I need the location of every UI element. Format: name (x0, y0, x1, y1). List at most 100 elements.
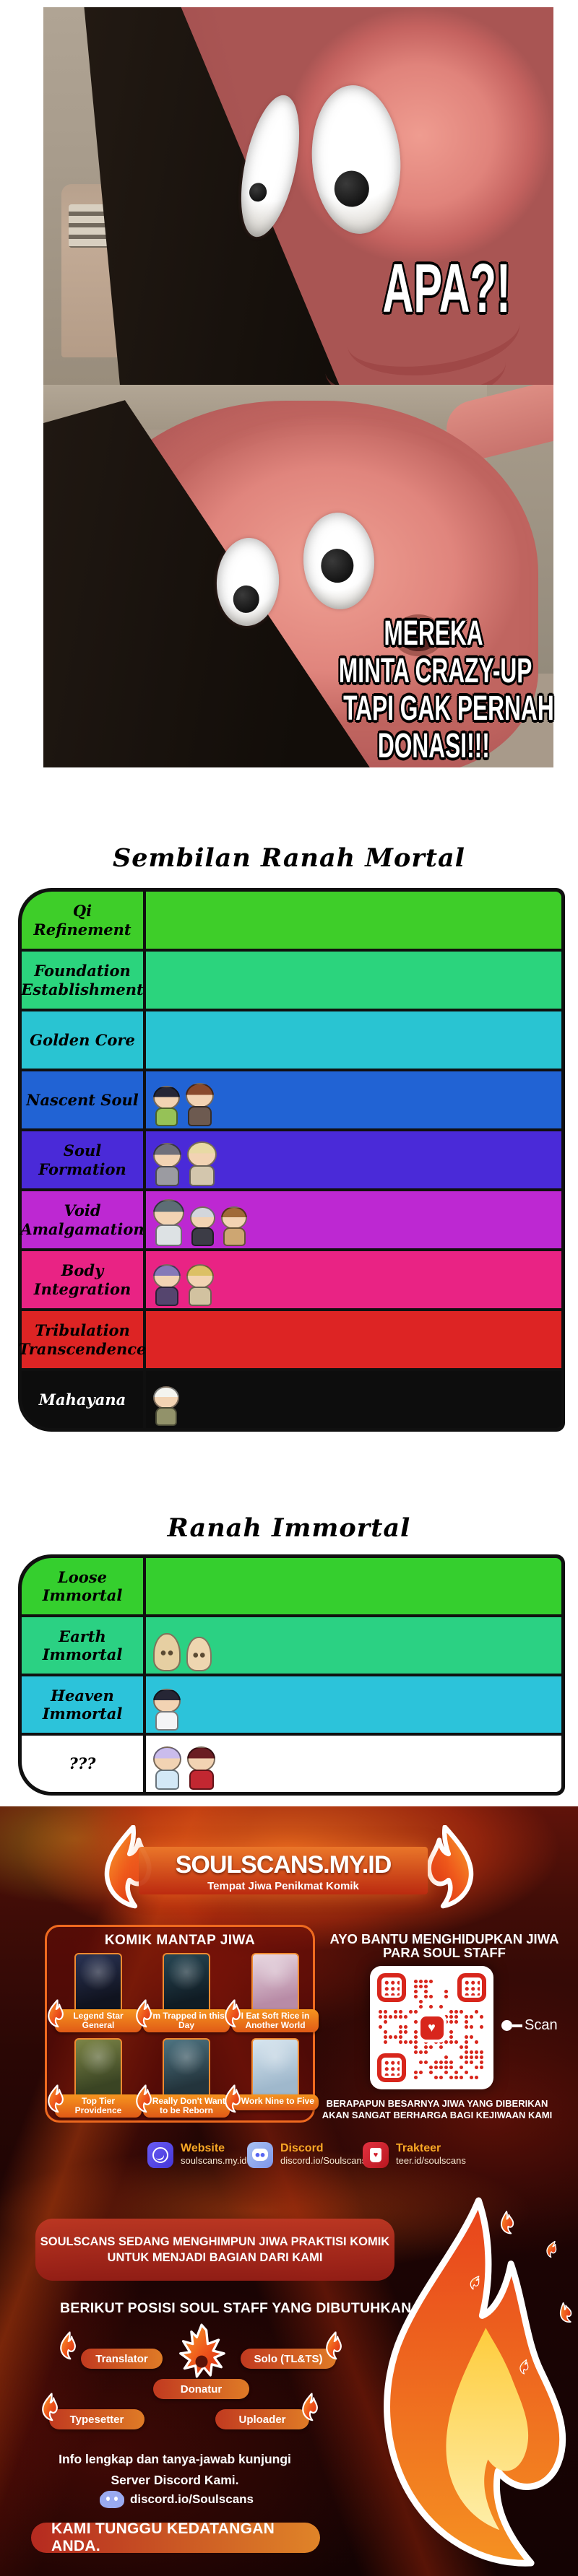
closing-banner: KAMI TUNGGU KEDATANGAN ANDA. (31, 2520, 320, 2554)
chibi-character (189, 1206, 216, 1246)
realm-row: Golden Core (22, 1011, 561, 1069)
realm-label: Void Amalgamation (20, 1191, 144, 1248)
flame-icon (223, 2084, 241, 2113)
realm-label: Soul Formation (22, 1131, 143, 1188)
pupil (232, 584, 260, 614)
tier-table-immortal: Loose Immortal Earth Immortal Heaven Imm… (18, 1554, 565, 1796)
qr-code[interactable]: ♥ (370, 1966, 493, 2089)
realm-label: ??? (22, 1736, 143, 1792)
chibi-character (186, 1263, 215, 1306)
realm-cell (146, 1736, 561, 1792)
realm-row: Nascent Soul (22, 1071, 561, 1128)
discord-icon (101, 2491, 123, 2507)
link-name: Trakteer (396, 2142, 441, 2154)
flame-icon (134, 1999, 152, 2028)
comic-cover[interactable] (163, 2038, 210, 2099)
link-value[interactable]: soulscans.my.id (181, 2155, 247, 2166)
donation-note-line: BERAPAPUN BESARNYA JIWA YANG DIBERIKAN (326, 2098, 548, 2109)
komik-heading: KOMIK MANTAP JIWA (104, 1933, 256, 1948)
comic-cover[interactable] (251, 1953, 299, 2014)
position-typesetter: Typesetter (49, 2409, 144, 2429)
realm-label: Loose Immortal (22, 1558, 143, 1614)
comic-title-pill: Legend Star General (55, 2009, 142, 2032)
realm-row: ??? (22, 1736, 561, 1792)
chibi-character (153, 1688, 181, 1731)
caption-text: MINTA CRAZY-UP (338, 652, 532, 690)
discord-link[interactable]: discord.io/Soulscans (130, 2492, 254, 2506)
comic-cover[interactable] (74, 1953, 122, 2014)
realm-label: Nascent Soul (22, 1071, 143, 1128)
realm-row: Loose Immortal (22, 1558, 561, 1614)
qr-pattern (379, 1975, 485, 2081)
social-trakteer[interactable]: ♥ Trakteer teer.id/soulscans (363, 2142, 466, 2168)
comic-title-pill: I Eat Soft Rice in Another World (232, 2009, 319, 2032)
recruitment-line: UNTUK MENJADI BAGIAN DARI KAMI (107, 2251, 323, 2264)
comic-cover[interactable] (163, 1953, 210, 2014)
tier-table-mortal: Qi Refinement Foundation Establishment G… (18, 888, 565, 1432)
realm-label: Foundation Establishment (21, 952, 144, 1009)
realm-cell (146, 1558, 561, 1614)
realm-row: Body Integration (22, 1251, 561, 1308)
discord-invite[interactable]: discord.io/Soulscans (101, 2491, 254, 2507)
meme-caption-bottom: MEREKA MINTA CRAZY-UP TAPI GAK PERNAH DO… (289, 615, 578, 765)
realm-row: Soul Formation (22, 1131, 561, 1188)
position-donatur: Donatur (153, 2379, 249, 2399)
realm-row: Earth Immortal (22, 1617, 561, 1674)
meme-caption-top: APA?! (338, 254, 555, 323)
comic-cover[interactable] (251, 2038, 299, 2099)
realm-cell (146, 1011, 561, 1069)
realm-cell (146, 1311, 561, 1368)
big-flame-illustration (384, 2197, 566, 2567)
discord-icon (247, 2142, 273, 2168)
comic-title-pill: I Work Nine to Five (232, 2094, 319, 2110)
recruitment-banner: SOULSCANS SEDANG MENGHIMPUN JIWA PRAKTIS… (35, 2219, 394, 2281)
scan-dot-icon (501, 2020, 512, 2031)
pupil (247, 181, 269, 204)
social-discord[interactable]: Discord discord.io/Soulscans (247, 2142, 366, 2168)
caption-text: TAPI GAK PERNAH (343, 689, 554, 728)
scan-dash-icon (512, 2024, 522, 2027)
flame-icon (46, 1999, 64, 2028)
chibi-character (186, 1637, 212, 1671)
link-name: Discord (280, 2142, 324, 2154)
puppet-mouth (393, 614, 444, 656)
donation-heading: AYO BANTU MENGHIDUPKAN JIWA PARA SOUL ST… (318, 1932, 571, 1959)
realm-label: Body Integration (22, 1251, 143, 1308)
immortal-realms-title: Ranah Immortal (167, 1513, 411, 1543)
realm-label: Heaven Immortal (22, 1676, 143, 1733)
position-solo: Solo (TL&TS) (241, 2349, 336, 2369)
qr-finder (377, 1973, 406, 2002)
realm-cell (146, 1131, 561, 1188)
realm-label: Earth Immortal (22, 1617, 143, 1674)
flame-icon (40, 2393, 59, 2421)
comic-title-pill: I Really Don't Want to be Reborn (143, 2094, 230, 2118)
chibi-character (153, 1632, 181, 1671)
realm-row: Tribulation Transcendence (19, 1311, 561, 1368)
comic-cover[interactable] (74, 2038, 122, 2099)
realm-cell (146, 1371, 561, 1428)
realm-row: Mahayana (22, 1371, 561, 1428)
site-title: SOULSCANS.MY.ID (175, 1851, 392, 1879)
realm-cell (146, 1676, 561, 1733)
chibi-character (185, 1083, 215, 1126)
chibi-character (187, 1141, 217, 1186)
donation-heading-line: AYO BANTU MENGHIDUPKAN JIWA (329, 1931, 559, 1946)
flame-logo-icon (419, 1825, 486, 1909)
realm-row: Foundation Establishment (21, 952, 561, 1009)
donatur-flame-icon (178, 2323, 225, 2378)
realm-label: Mahayana (22, 1371, 143, 1428)
realm-cell (146, 892, 561, 949)
link-value[interactable]: discord.io/Soulscans (280, 2155, 367, 2166)
donation-note-line: AKAN SANGAT BERHARGA BAGI KEJIWAAN KAMI (322, 2110, 553, 2120)
realm-cell (146, 1071, 561, 1128)
komik-mantap-jiwa-box: KOMIK MANTAP JIWA Legend Star General I'… (45, 1925, 319, 2123)
realm-cell (146, 1251, 561, 1308)
trakteer-icon: ♥ (363, 2142, 389, 2168)
social-website[interactable]: Website soulscans.my.id (147, 2142, 247, 2168)
chibi-character (221, 1206, 248, 1246)
realm-label: Tribulation Transcendence (19, 1311, 146, 1368)
realm-row: Void Amalgamation (20, 1191, 561, 1248)
comic-title-pill: I'm Trapped in this Day (143, 2009, 230, 2032)
link-value[interactable]: teer.id/soulscans (396, 2155, 466, 2166)
